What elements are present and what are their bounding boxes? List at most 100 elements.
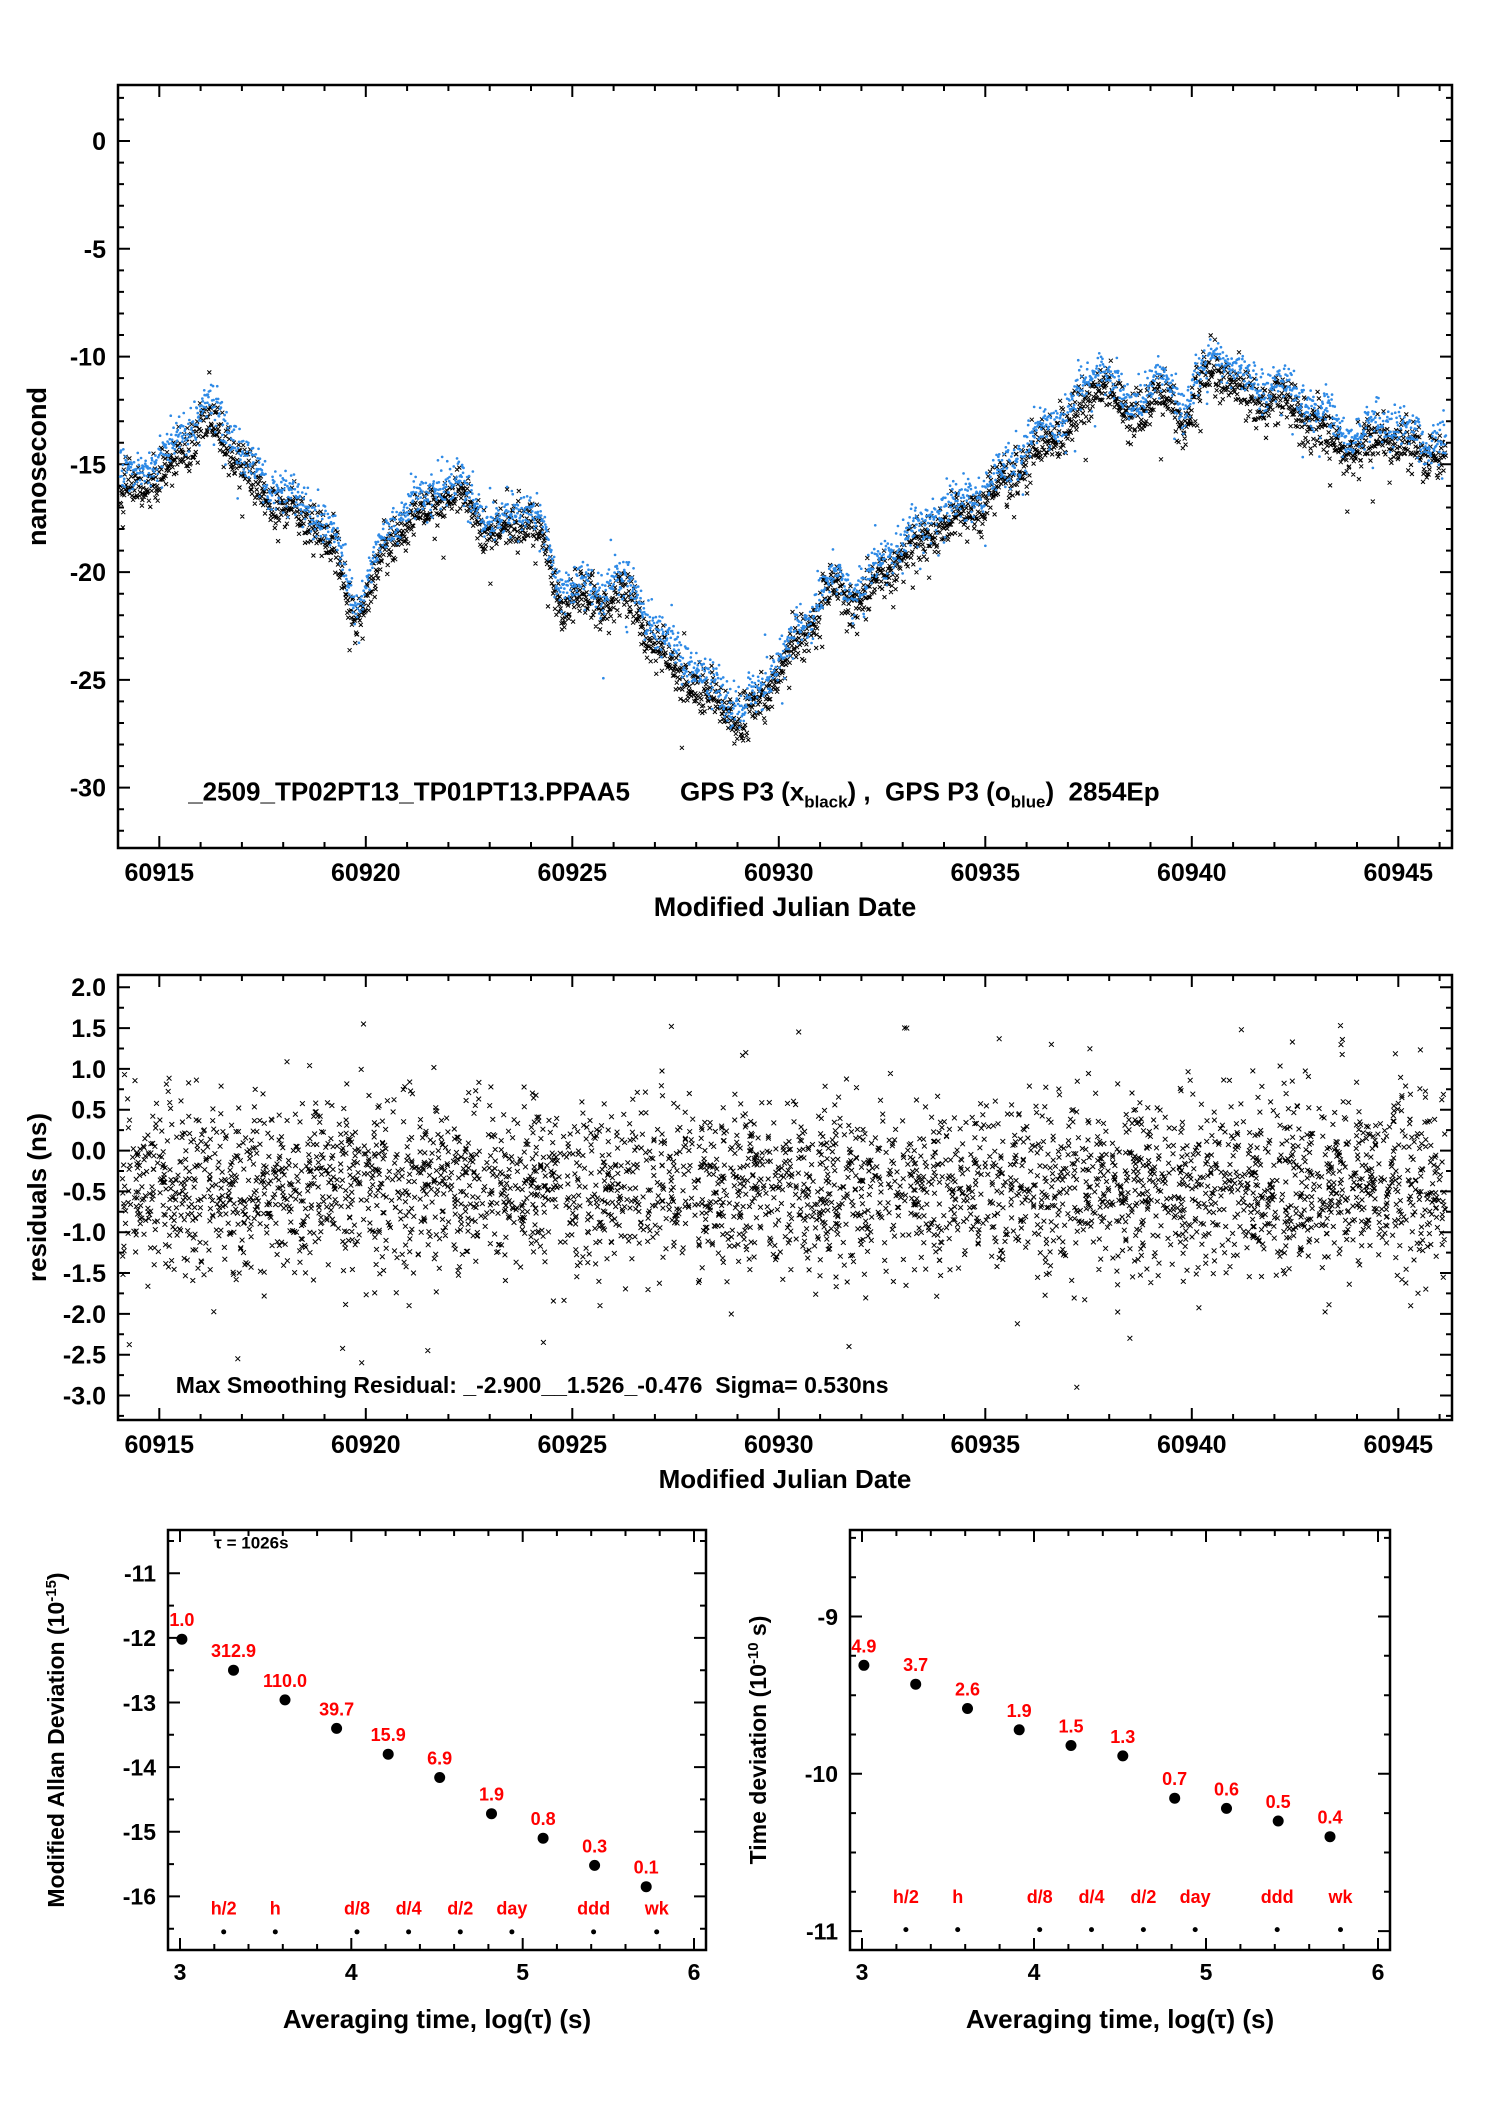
time-marker-label: h (952, 1887, 963, 1907)
y-tick-label: -2.0 (63, 1301, 106, 1329)
phase-difference-chart: 60915 60920 60925 60930 60935 60940 60945 0 -5 -1… (0, 0, 1488, 935)
tau-note: τ = 1026s (214, 1534, 288, 1553)
time-marker-dot (354, 1929, 360, 1935)
time-deviation-chart: 3 4 5 6 -9 -10 -11 Averaging time, log(τ) (s) Ti… (744, 1510, 1488, 2105)
deviation-data-point (1065, 1740, 1077, 1751)
x-tick-label: 60935 (951, 1431, 1021, 1459)
time-marker-dot (221, 1929, 227, 1935)
deviation-data-point (910, 1678, 922, 1690)
x-tick-label: 60930 (744, 859, 814, 887)
y-tick-label: -5 (84, 236, 106, 264)
time-marker-dot (1037, 1927, 1043, 1933)
deviation-data-point (279, 1694, 291, 1706)
time-marker-label: day (1180, 1887, 1211, 1907)
x-axis-title: Modified Julian Date (659, 1464, 912, 1494)
residuals-chart: 60915 60920 60925 60930 60935 60940 60945 2.0 1.… (0, 935, 1488, 1510)
deviation-data-point (1272, 1815, 1284, 1827)
point-value-label: 39.7 (319, 1699, 354, 1719)
deviation-data-point (1117, 1750, 1129, 1762)
point-value-label: 2.6 (955, 1680, 980, 1700)
point-value-label: 1.0 (169, 1610, 194, 1630)
y-tick-label: -9 (818, 1604, 838, 1630)
deviation-charts-row: 3 4 5 6 -11 -12 -13 -14 -15 -16 Averaging time, lo… (0, 1510, 1488, 2105)
y-tick-label: 0.5 (71, 1097, 106, 1125)
x-tick-label: 6 (1372, 1959, 1385, 1985)
mdev-plot-svg: 3 4 5 6 -11 -12 -13 -14 -15 -16 Averaging time, lo… (43, 1528, 708, 2034)
y-tick-label: -15 (70, 451, 106, 479)
x-tick-label: 60925 (538, 1431, 608, 1459)
deviation-data-point (1324, 1831, 1336, 1843)
y-tick-label: 1.5 (71, 1015, 106, 1043)
deviation-data-point (382, 1748, 394, 1760)
point-value-label: 6.9 (427, 1749, 452, 1769)
time-marker-label: h/2 (893, 1887, 919, 1907)
time-marker-dot (272, 1929, 278, 1935)
time-marker-dot (1192, 1927, 1198, 1933)
deviation-data-point (228, 1664, 239, 1676)
axes: 3 4 5 6 -9 -10 -11 (805, 1528, 1392, 1985)
y-tick-label: -3.0 (63, 1383, 106, 1411)
point-value-label: 312.9 (211, 1641, 256, 1661)
x-tick-label: 60930 (744, 1431, 814, 1459)
y-tick-label: -30 (70, 775, 106, 803)
point-value-label: 0.4 (1317, 1808, 1342, 1828)
y-tick-label: -15 (123, 1819, 156, 1845)
x-tick-label: 3 (856, 1959, 869, 1985)
y-tick-label: 0 (92, 128, 106, 156)
axis-ticks (850, 1530, 1390, 1950)
point-value-label: 15.9 (371, 1725, 406, 1745)
x-tick-label: 60920 (331, 1431, 401, 1459)
time-marker-label: d/8 (1027, 1887, 1053, 1907)
deviation-data-point (640, 1881, 652, 1893)
y-axis-title: Time deviation (10-10 s) (745, 1616, 771, 1865)
x-axis-title: Averaging time, log(τ) (s) (966, 2004, 1274, 2034)
point-value-label: 0.3 (582, 1836, 607, 1856)
y-axis-title: residuals (ns) (22, 1113, 52, 1282)
y-tick-label: 1.0 (71, 1056, 106, 1084)
x-tick-label: 60945 (1364, 1431, 1434, 1459)
point-value-label: 1.9 (479, 1785, 504, 1805)
time-marker-dot (406, 1929, 412, 1935)
x-tick-label: 60915 (125, 859, 195, 887)
phase-plot-svg: 60915 60920 60925 60930 60935 60940 60945 0 -5 -1… (22, 83, 1454, 922)
y-axis-title: nanosecond (22, 387, 52, 546)
y-tick-label: -11 (806, 1918, 838, 1944)
axis-ticks (168, 1530, 706, 1950)
x-tick-label: 5 (1200, 1959, 1213, 1985)
time-marker-label: ddd (1261, 1887, 1294, 1907)
time-marker-label: d/8 (344, 1899, 370, 1919)
y-tick-label: -20 (70, 559, 106, 587)
y-tick-label: -1.5 (63, 1260, 106, 1288)
deviation-data-point (589, 1859, 601, 1871)
axis-ticks (118, 85, 1452, 848)
time-marker-label: h/2 (211, 1899, 237, 1919)
time-marker-label: day (496, 1899, 527, 1919)
y-tick-label: -16 (123, 1884, 156, 1910)
residuals-annotation: Max Smoothing Residual: _-2.900__1.526_-… (176, 1372, 889, 1398)
deviation-data-point (1221, 1802, 1232, 1814)
point-value-label: 1.9 (1007, 1701, 1032, 1721)
time-marker-label: ddd (577, 1899, 610, 1919)
point-value-label: 110.0 (263, 1671, 307, 1691)
x-tick-label: 5 (516, 1959, 529, 1985)
time-marker-dot (457, 1929, 463, 1935)
y-tick-label: -25 (70, 667, 106, 695)
time-marker-label: h (270, 1899, 281, 1919)
time-marker-label: d/4 (396, 1899, 422, 1919)
time-marker-label: d/2 (1130, 1887, 1156, 1907)
time-marker-dot (903, 1927, 909, 1933)
point-value-label: 0.7 (1162, 1769, 1187, 1789)
y-tick-label: -14 (123, 1754, 156, 1780)
point-value-label: 1.5 (1058, 1717, 1083, 1737)
y-tick-label: -10 (70, 344, 106, 372)
x-tick-label: 60920 (331, 859, 401, 887)
x-tick-label: 4 (345, 1959, 358, 1985)
axes: 60915 60920 60925 60930 60935 60940 60945 0 -5 -1… (70, 83, 1454, 887)
time-marker-dot (591, 1929, 597, 1935)
time-marker-dot (1274, 1927, 1280, 1933)
deviation-data-point (434, 1772, 446, 1783)
deviation-data-point (176, 1633, 188, 1645)
y-tick-label: -11 (124, 1561, 156, 1587)
x-tick-label: 60925 (538, 859, 608, 887)
